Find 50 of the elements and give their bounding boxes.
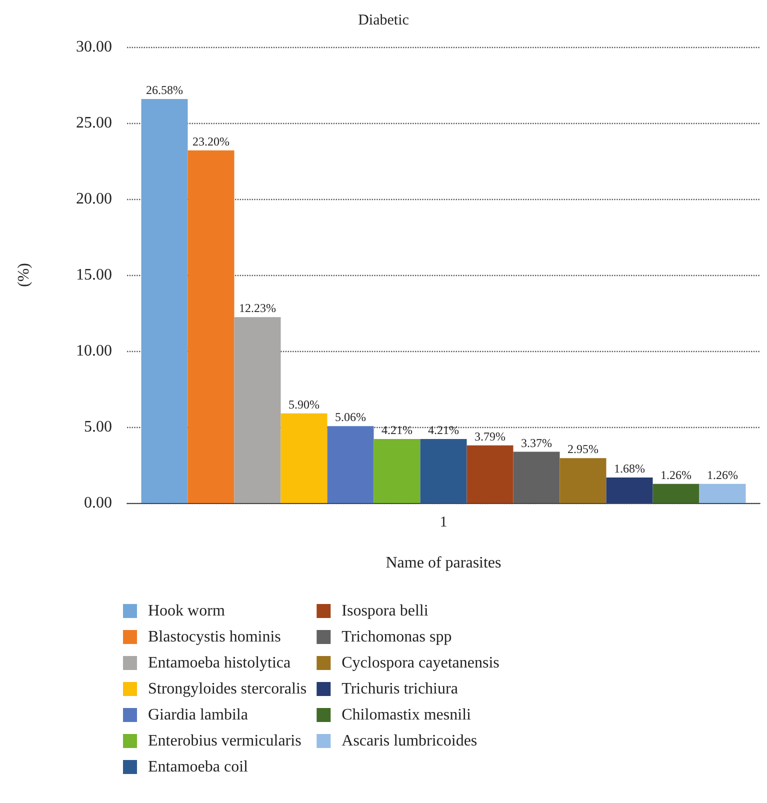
legend-label: Chilomastix mesnili: [342, 706, 472, 724]
y-tick-label: 25.00: [76, 114, 112, 132]
bar: [327, 426, 374, 503]
y-tick-label: 30.00: [76, 38, 112, 56]
y-axis-title: (%): [16, 263, 32, 287]
legend-label: Entamoeba histolytica: [148, 654, 291, 672]
bar: [513, 452, 560, 503]
data-label: 3.79%: [474, 429, 506, 444]
data-label: 4.21%: [382, 423, 412, 438]
data-label: 4.21%: [428, 423, 459, 438]
legend-label: Giardia lambila: [148, 706, 248, 724]
legend-label: Enterobius vermicularis: [148, 732, 302, 750]
y-tick-label: 0.00: [84, 494, 112, 512]
bar: [652, 484, 700, 503]
legend-label: Ascaris lumbricoides: [342, 732, 478, 750]
bar: [420, 439, 467, 503]
data-label: 1.26%: [660, 468, 692, 482]
bar: [699, 484, 746, 503]
bar: [374, 439, 420, 503]
y-tick-label: 15.00: [76, 266, 112, 284]
legend-label: Entamoeba coil: [148, 758, 249, 776]
legend-label: Strongyloides stercoralis: [148, 680, 307, 698]
bar: [234, 317, 281, 503]
data-label: 23.20%: [192, 134, 230, 148]
data-label: 5.06%: [335, 410, 366, 424]
data-label: 3.37%: [521, 436, 552, 450]
y-tick-label: 20.00: [76, 190, 112, 208]
data-label: 26.58%: [146, 82, 183, 97]
legend-label: Cyclospora cayetanensis: [342, 654, 500, 672]
y-tick-label: 10.00: [76, 342, 112, 360]
data-label: 1.26%: [707, 468, 738, 482]
bar: [560, 458, 606, 503]
data-label: 5.90%: [288, 397, 320, 412]
legend-label: Trichuris trichiura: [342, 680, 458, 698]
bar: [141, 98, 188, 503]
bar: [466, 445, 514, 503]
chart-title: Diabetic: [358, 12, 410, 28]
data-label: 12.23%: [238, 301, 276, 316]
x-axis-title: Name of parasites: [386, 554, 502, 572]
bar: [606, 477, 653, 503]
legend-label: Trichomonas spp: [342, 628, 452, 646]
legend-label: Hook worm: [148, 602, 226, 620]
data-label: 1.68%: [614, 461, 646, 476]
data-label: 2.95%: [568, 442, 599, 456]
x-tick-label: 1: [440, 514, 448, 530]
y-tick-label: 5.00: [84, 418, 112, 436]
bar: [188, 150, 234, 503]
bar: [280, 413, 328, 503]
legend-label: Isospora belli: [342, 602, 429, 620]
legend-label: Blastocystis hominis: [148, 628, 281, 646]
